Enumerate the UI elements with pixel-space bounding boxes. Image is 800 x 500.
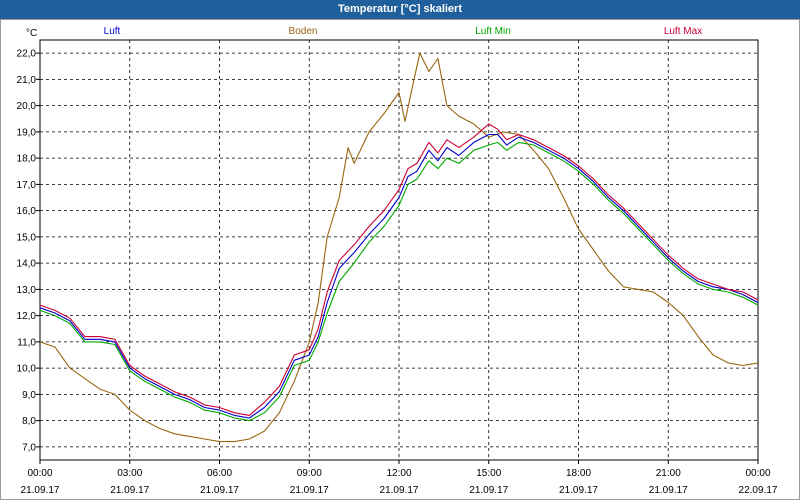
y-axis-unit-label: °C	[26, 28, 37, 39]
x-tick-date-label: 21.09.17	[380, 485, 419, 496]
y-tick-label: 12,0	[17, 311, 37, 322]
x-tick-time-label: 12:00	[386, 468, 411, 479]
x-tick-date-label: 22.09.17	[739, 485, 778, 496]
x-tick-time-label: 00:00	[745, 468, 770, 479]
y-tick-label: 19,0	[17, 127, 37, 138]
series-line-luft-max	[39, 123, 759, 416]
legend-entry-boden: Boden	[289, 26, 318, 37]
y-tick-label: 17,0	[17, 180, 37, 191]
x-tick-time-label: 18:00	[566, 468, 591, 479]
y-tick-label: 18,0	[17, 154, 37, 165]
x-tick-date-label: 21.09.17	[200, 485, 239, 496]
x-tick-date-label: 21.09.17	[649, 485, 688, 496]
x-tick-date-label: 21.09.17	[290, 485, 329, 496]
x-tick-date-label: 21.09.17	[469, 485, 508, 496]
series-line-boden	[39, 52, 759, 443]
x-tick-date-label: 21.09.17	[559, 485, 598, 496]
x-tick-date-label: 21.09.17	[110, 485, 149, 496]
y-tick-label: 11,0	[17, 337, 36, 348]
y-tick-label: 8,0	[22, 416, 36, 427]
x-tick-time-label: 06:00	[207, 468, 232, 479]
series-line-luft	[39, 133, 759, 419]
x-tick-date-label: 21.09.17	[21, 485, 60, 496]
x-tick-time-label: 15:00	[476, 468, 501, 479]
series-line-luft-min	[39, 141, 759, 422]
y-tick-label: 14,0	[17, 259, 37, 270]
y-tick-label: 10,0	[17, 364, 37, 375]
x-tick-time-label: 00:00	[27, 468, 52, 479]
y-tick-label: 9,0	[22, 390, 36, 401]
plot-border	[39, 39, 759, 461]
x-tick-time-label: 09:00	[297, 468, 322, 479]
y-tick-label: 21,0	[17, 75, 37, 86]
legend-entry-luft-min: Luft Min	[475, 26, 511, 37]
x-tick-time-label: 03:00	[117, 468, 142, 479]
y-tick-label: 22,0	[17, 49, 37, 60]
y-tick-label: 15,0	[17, 232, 37, 243]
chart-title: Temperatur [°C] skaliert	[0, 0, 800, 19]
legend-entry-luft: Luft	[104, 26, 121, 37]
y-tick-label: 16,0	[17, 206, 37, 217]
x-tick-time-label: 21:00	[656, 468, 681, 479]
y-tick-label: 20,0	[17, 101, 37, 112]
y-tick-label: 7,0	[22, 442, 36, 453]
y-tick-label: 13,0	[17, 285, 37, 296]
legend-entry-luft-max: Luft Max	[664, 26, 702, 37]
